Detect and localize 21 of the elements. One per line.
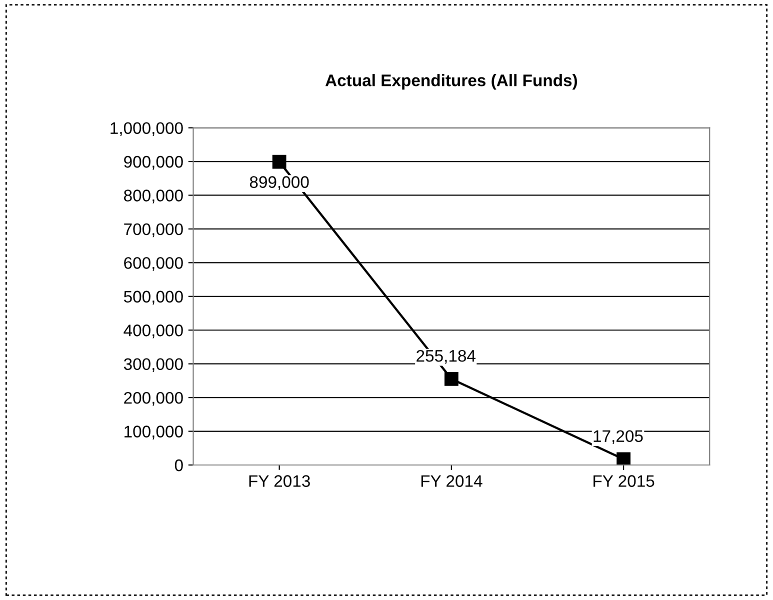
- y-tick-label: 100,000: [124, 426, 183, 440]
- y-tick-label: 0: [174, 459, 183, 472]
- y-tick-label: 900,000: [124, 156, 183, 170]
- x-tick-label: FY 2015: [594, 475, 654, 487]
- y-tick-label: 300,000: [124, 358, 183, 372]
- data-label: 899,000: [250, 176, 309, 190]
- y-tick-label: 800,000: [124, 190, 183, 204]
- point: [616, 452, 630, 465]
- y-tick-label: 1,000,000: [110, 122, 183, 136]
- chart-title: Actual Expenditures (All Funds): [325, 74, 578, 90]
- x-tick-label: FY 2013: [249, 475, 310, 487]
- point: [272, 154, 286, 169]
- y-tick-label: 500,000: [124, 290, 183, 305]
- data-label: 255,184: [416, 350, 476, 364]
- x-tick-label: FY 2014: [421, 475, 482, 487]
- point: [444, 372, 458, 386]
- y-tick-label: 400,000: [124, 324, 183, 338]
- y-tick-label: 700,000: [124, 223, 183, 238]
- y-tick-label: 600,000: [124, 257, 183, 271]
- y-tick-label: 200,000: [124, 392, 183, 406]
- data-label: 17,205: [594, 430, 643, 444]
